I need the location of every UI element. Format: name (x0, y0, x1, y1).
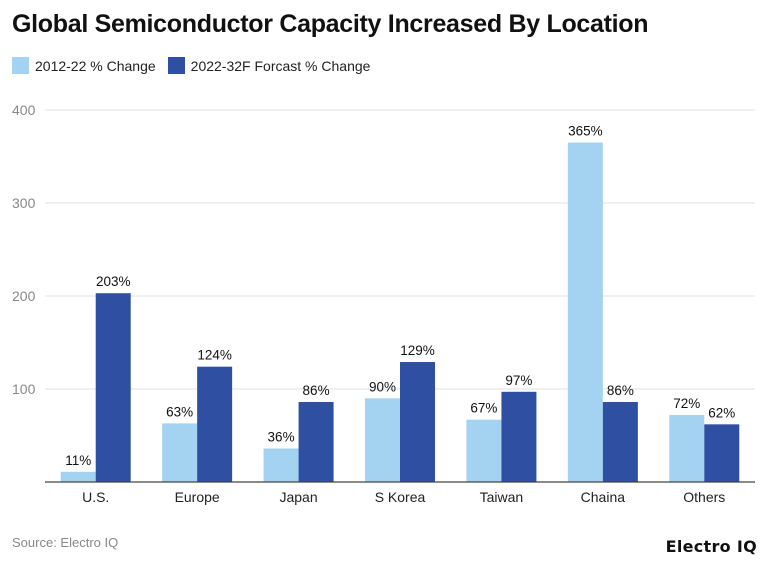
data-label: 90% (369, 379, 396, 394)
y-tick-label: 200 (12, 288, 36, 304)
bar (263, 448, 299, 482)
data-label: 124% (197, 348, 232, 363)
bar (162, 423, 198, 482)
legend-swatch (12, 57, 29, 74)
x-tick-label: Japan (279, 489, 317, 505)
bar (60, 471, 96, 482)
data-label: 11% (65, 453, 91, 468)
x-tick-label: Taiwan (480, 489, 524, 505)
x-tick-label: U.S. (82, 489, 109, 505)
data-label: 62% (708, 405, 735, 420)
data-label: 203% (96, 274, 131, 289)
bar (466, 419, 502, 482)
data-label: 129% (400, 343, 435, 358)
bar (567, 142, 603, 483)
bar (669, 415, 705, 482)
legend-item-series-2: 2022-32F Forcast % Change (167, 57, 371, 74)
data-label: 365% (568, 124, 603, 139)
data-label: 67% (470, 401, 497, 416)
electro-iq-logo: Electro IQ (665, 537, 757, 556)
x-tick-label: Europe (175, 489, 220, 505)
x-tick-label: S Korea (375, 489, 426, 505)
data-label: 86% (303, 383, 330, 398)
legend-swatch (167, 57, 185, 74)
y-tick-label: 300 (12, 195, 36, 211)
data-label: 36% (268, 430, 295, 445)
legend-label: 2022-32F Forcast % Change (190, 57, 371, 74)
data-label: 97% (505, 373, 532, 388)
bar (298, 402, 334, 482)
legend-item-series-1: 2012-22 % Change (12, 57, 156, 74)
source-note: Source: Electro IQ (12, 535, 119, 550)
x-tick-label: Others (683, 489, 725, 505)
data-label: 63% (166, 404, 193, 419)
bar (400, 362, 435, 482)
bar (365, 398, 400, 482)
data-label: 86% (607, 383, 634, 398)
x-tick-label: Chaina (581, 489, 626, 505)
bar (501, 391, 537, 482)
bar (95, 293, 131, 482)
y-tick-label: 400 (12, 102, 36, 118)
bar (704, 424, 740, 482)
chart-title: Global Semiconductor Capacity Increased … (12, 10, 649, 38)
legend-label: 2012-22 % Change (35, 57, 156, 74)
y-tick-label: 100 (12, 381, 36, 397)
bar (602, 402, 638, 482)
bar (197, 366, 233, 482)
legend: 2012-22 % Change 2022-32F Forcast % Chan… (12, 57, 370, 74)
data-label: 72% (673, 396, 700, 411)
